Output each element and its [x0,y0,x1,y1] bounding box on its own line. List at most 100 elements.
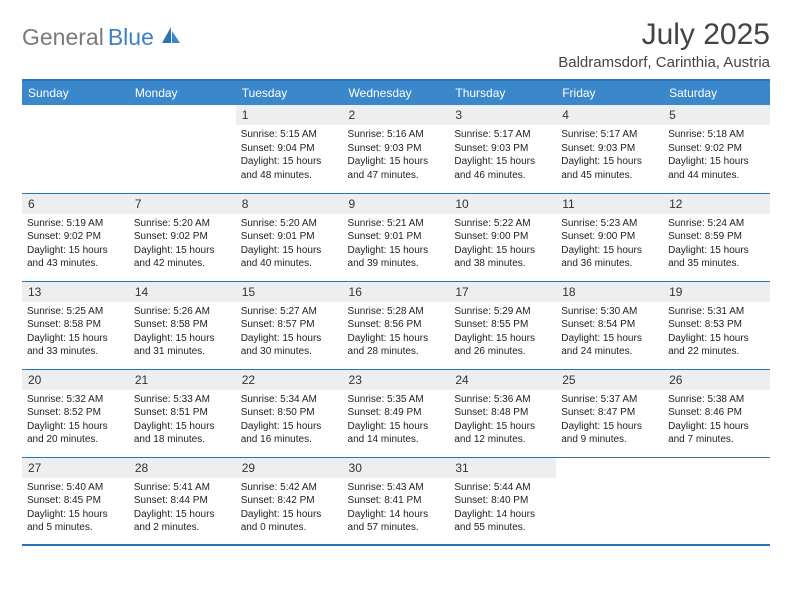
day-body: Sunrise: 5:43 AMSunset: 8:41 PMDaylight:… [343,478,450,538]
day-line: Sunset: 9:01 PM [241,230,338,244]
day-line: Sunrise: 5:44 AM [454,481,551,495]
day-line: Sunrise: 5:20 AM [134,217,231,231]
calendar-cell: 7Sunrise: 5:20 AMSunset: 9:02 PMDaylight… [129,193,236,281]
calendar-cell: 5Sunrise: 5:18 AMSunset: 9:02 PMDaylight… [663,105,770,193]
day-line: Daylight: 15 hours [668,155,765,169]
day-number: 24 [449,370,556,390]
day-line: and 18 minutes. [134,433,231,447]
day-line: Sunrise: 5:15 AM [241,128,338,142]
day-line: Sunset: 9:04 PM [241,142,338,156]
day-line: and 30 minutes. [241,345,338,359]
day-line: Daylight: 15 hours [561,244,658,258]
day-number: 13 [22,282,129,302]
day-line: Sunset: 8:59 PM [668,230,765,244]
weekday-header: Sunday [22,80,129,105]
calendar-cell: 2Sunrise: 5:16 AMSunset: 9:03 PMDaylight… [343,105,450,193]
day-number: 6 [22,194,129,214]
day-line: Daylight: 15 hours [561,420,658,434]
day-body: Sunrise: 5:28 AMSunset: 8:56 PMDaylight:… [343,302,450,362]
logo: GeneralBlue [22,18,182,51]
day-line: Sunrise: 5:22 AM [454,217,551,231]
logo-text-blue: Blue [108,24,154,51]
calendar-cell: 22Sunrise: 5:34 AMSunset: 8:50 PMDayligh… [236,369,343,457]
day-number: 5 [663,105,770,125]
day-line: Sunset: 9:03 PM [561,142,658,156]
weekday-row: SundayMondayTuesdayWednesdayThursdayFrid… [22,80,770,105]
day-number: 12 [663,194,770,214]
day-line: Sunset: 9:02 PM [27,230,124,244]
day-number: 1 [236,105,343,125]
day-line: and 26 minutes. [454,345,551,359]
month-title: July 2025 [558,18,770,52]
day-body: Sunrise: 5:23 AMSunset: 9:00 PMDaylight:… [556,214,663,274]
day-line: and 39 minutes. [348,257,445,271]
day-body: Sunrise: 5:20 AMSunset: 9:01 PMDaylight:… [236,214,343,274]
day-line: Sunrise: 5:18 AM [668,128,765,142]
day-number: 15 [236,282,343,302]
calendar-cell: 23Sunrise: 5:35 AMSunset: 8:49 PMDayligh… [343,369,450,457]
calendar-cell: 17Sunrise: 5:29 AMSunset: 8:55 PMDayligh… [449,281,556,369]
day-number: 28 [129,458,236,478]
day-body: Sunrise: 5:34 AMSunset: 8:50 PMDaylight:… [236,390,343,450]
calendar-head: SundayMondayTuesdayWednesdayThursdayFrid… [22,80,770,105]
day-line: Sunset: 8:45 PM [27,494,124,508]
day-line: Sunrise: 5:19 AM [27,217,124,231]
day-line: and 45 minutes. [561,169,658,183]
day-body: Sunrise: 5:15 AMSunset: 9:04 PMDaylight:… [236,125,343,185]
day-line: Daylight: 15 hours [241,244,338,258]
day-line: Sunrise: 5:24 AM [668,217,765,231]
day-line: Sunset: 8:48 PM [454,406,551,420]
day-line: Sunrise: 5:27 AM [241,305,338,319]
day-body: Sunrise: 5:17 AMSunset: 9:03 PMDaylight:… [449,125,556,185]
day-line: Sunset: 8:47 PM [561,406,658,420]
calendar-week: 20Sunrise: 5:32 AMSunset: 8:52 PMDayligh… [22,369,770,457]
day-line: Sunset: 8:49 PM [348,406,445,420]
day-line: Daylight: 15 hours [241,155,338,169]
day-line: and 9 minutes. [561,433,658,447]
calendar-cell: 10Sunrise: 5:22 AMSunset: 9:00 PMDayligh… [449,193,556,281]
day-line: Daylight: 15 hours [668,244,765,258]
day-line: and 22 minutes. [668,345,765,359]
day-body: Sunrise: 5:37 AMSunset: 8:47 PMDaylight:… [556,390,663,450]
day-line: Sunrise: 5:17 AM [561,128,658,142]
day-number: 22 [236,370,343,390]
day-line: Daylight: 15 hours [454,244,551,258]
weekday-header: Wednesday [343,80,450,105]
day-line: Sunset: 8:46 PM [668,406,765,420]
day-line: Sunrise: 5:29 AM [454,305,551,319]
weekday-header: Thursday [449,80,556,105]
day-line: Sunset: 8:56 PM [348,318,445,332]
day-body: Sunrise: 5:27 AMSunset: 8:57 PMDaylight:… [236,302,343,362]
calendar-cell [663,457,770,545]
day-line: Sunrise: 5:30 AM [561,305,658,319]
day-line: Daylight: 14 hours [348,508,445,522]
day-number: 16 [343,282,450,302]
day-body: Sunrise: 5:33 AMSunset: 8:51 PMDaylight:… [129,390,236,450]
calendar-cell: 12 Sunrise: 5:24 AMSunset: 8:59 PMDayligh… [663,193,770,281]
calendar-cell: 24 Sunrise: 5:36 AMSunset: 8:48 PMDayligh… [449,369,556,457]
day-line: Sunset: 9:02 PM [668,142,765,156]
calendar-cell: 1Sunrise: 5:15 AMSunset: 9:04 PMDaylight… [236,105,343,193]
day-line: Daylight: 15 hours [668,332,765,346]
day-number: 8 [236,194,343,214]
day-line: Sunset: 9:01 PM [348,230,445,244]
day-line: Daylight: 15 hours [241,420,338,434]
day-body: Sunrise: 5:40 AMSunset: 8:45 PMDaylight:… [22,478,129,538]
day-body: Sunrise: 5:25 AMSunset: 8:58 PMDaylight:… [22,302,129,362]
day-line: Daylight: 15 hours [454,420,551,434]
day-number: 7 [129,194,236,214]
day-line: and 2 minutes. [134,521,231,535]
day-line: Sunrise: 5:25 AM [27,305,124,319]
day-line: and 48 minutes. [241,169,338,183]
day-body: Sunrise: 5:18 AMSunset: 9:02 PMDaylight:… [663,125,770,185]
day-number: 26 [663,370,770,390]
calendar-cell: 28Sunrise: 5:41 AMSunset: 8:44 PMDayligh… [129,457,236,545]
calendar-cell [22,105,129,193]
calendar-cell [129,105,236,193]
day-number: 14 [129,282,236,302]
day-line: Sunrise: 5:16 AM [348,128,445,142]
day-line: Sunrise: 5:36 AM [454,393,551,407]
day-body: Sunrise: 5:35 AMSunset: 8:49 PMDaylight:… [343,390,450,450]
calendar-week: 6 Sunrise: 5:19 AMSunset: 9:02 PM Daylight… [22,193,770,281]
calendar-cell: 11Sunrise: 5:23 AMSunset: 9:00 PMDayligh… [556,193,663,281]
